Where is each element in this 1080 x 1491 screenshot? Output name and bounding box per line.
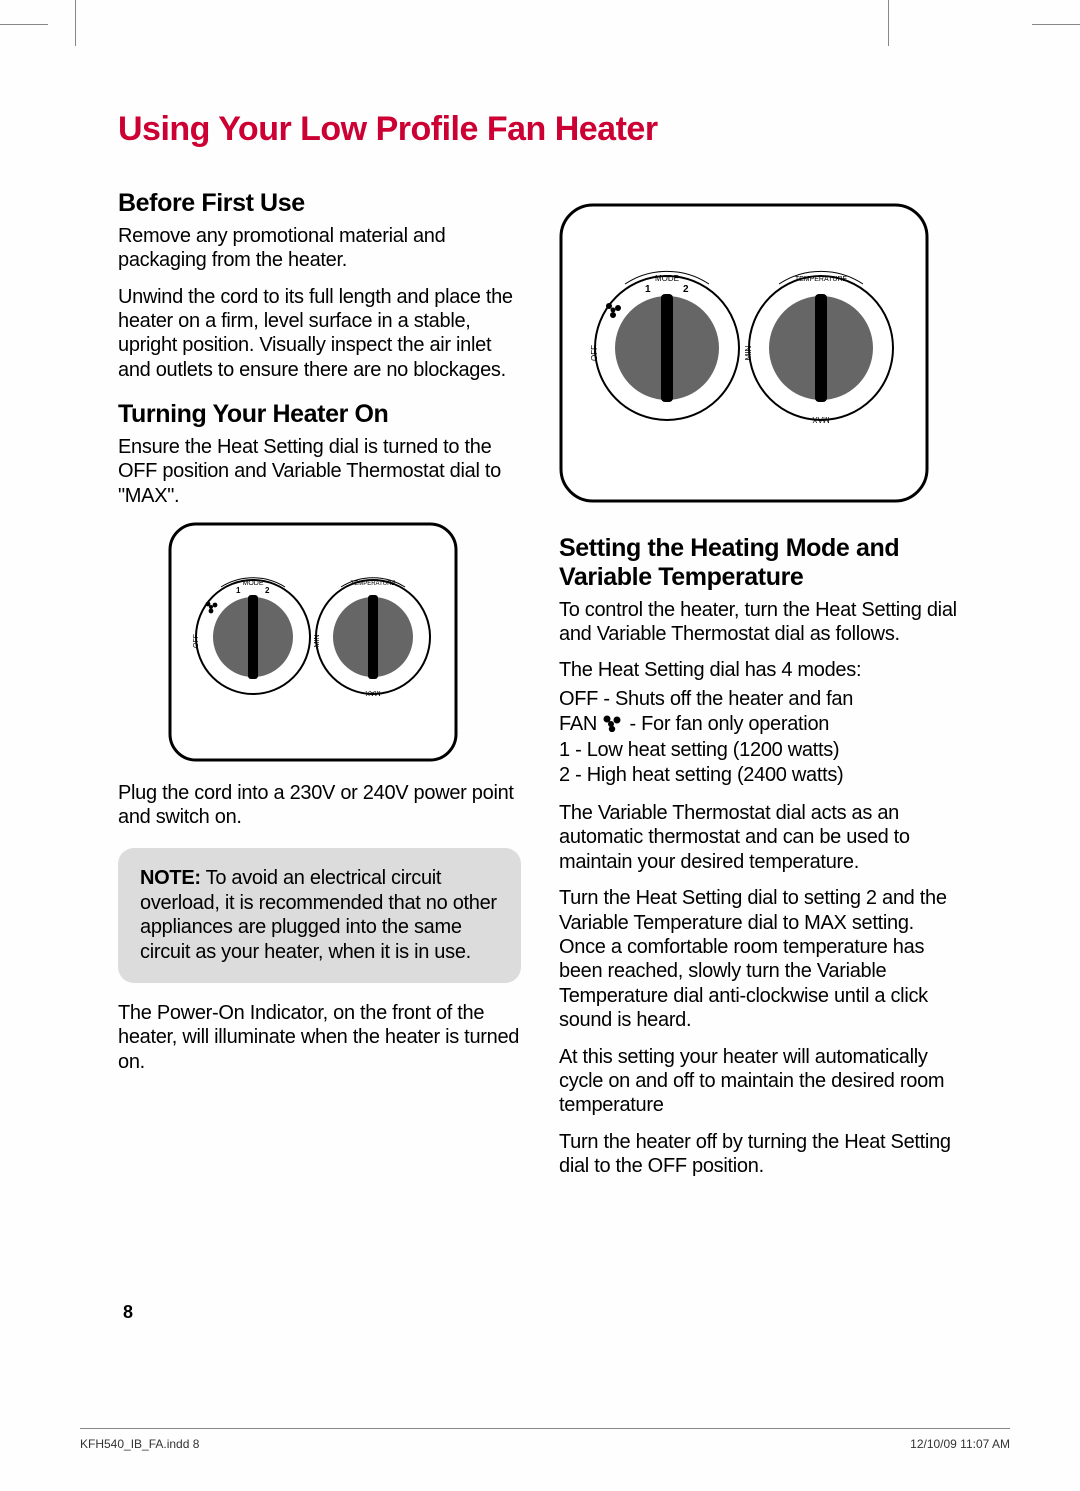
heading-before-first-use: Before First Use	[118, 189, 521, 218]
para-unwind-cord: Unwind the cord to its full length and p…	[118, 285, 521, 383]
note-label: NOTE:	[140, 867, 201, 889]
mode-2-line: 2 - High heat setting (2400 watts)	[559, 763, 962, 789]
para-turn-off: Turn the heater off by turning the Heat …	[559, 1130, 962, 1179]
svg-text:1: 1	[236, 586, 241, 595]
svg-text:MAX: MAX	[365, 689, 381, 696]
svg-text:OFF: OFF	[193, 634, 200, 648]
note-box: NOTE: To avoid an electrical circuit ove…	[118, 848, 521, 983]
mode-fan-pre: FAN	[559, 713, 602, 735]
para-ensure-dial: Ensure the Heat Setting dial is turned t…	[118, 435, 521, 508]
para-power-indicator: The Power-On Indicator, on the front of …	[118, 1001, 521, 1074]
svg-text:MODE: MODE	[243, 580, 264, 587]
crop-marks	[0, 0, 1080, 50]
page-number: 8	[123, 1302, 133, 1323]
heading-turning-on: Turning Your Heater On	[118, 400, 521, 429]
para-turn-setting-2: Turn the Heat Setting dial to setting 2 …	[559, 886, 962, 1032]
mode-fan-post: - For fan only operation	[624, 713, 829, 735]
svg-text:2: 2	[265, 586, 270, 595]
svg-text:MIN: MIN	[744, 345, 753, 360]
svg-text:OFF: OFF	[590, 345, 599, 361]
para-modes-intro: The Heat Setting dial has 4 modes:	[559, 658, 962, 682]
para-remove-material: Remove any promotional material and pack…	[118, 224, 521, 273]
para-thermostat: The Variable Thermostat dial acts as an …	[559, 801, 962, 874]
footer: KFH540_IB_FA.indd 8 12/10/09 11:07 AM	[80, 1428, 1010, 1451]
svg-text:TEMPERATURE: TEMPERATURE	[795, 276, 848, 283]
fan-icon	[602, 714, 624, 732]
dial-diagram-left: MODE 1 2 OFF	[168, 522, 521, 767]
mode-off-line: OFF - Shuts off the heater and fan	[559, 687, 962, 713]
mode-fan-line: FAN - For fan only operation	[559, 712, 962, 738]
para-plug-cord: Plug the cord into a 230V or 240V power …	[118, 781, 521, 830]
para-auto-cycle: At this setting your heater will automat…	[559, 1045, 962, 1118]
mode-1-line: 1 - Low heat setting (1200 watts)	[559, 738, 962, 764]
svg-text:MODE: MODE	[655, 274, 679, 283]
footer-timestamp: 12/10/09 11:07 AM	[910, 1437, 1010, 1451]
svg-text:MAX: MAX	[812, 415, 830, 424]
right-column: MODE 1 2 OFF TEMPERATURE	[559, 189, 962, 1191]
svg-text:MIN: MIN	[314, 635, 321, 648]
svg-text:2: 2	[683, 284, 689, 295]
dial-diagram-right: MODE 1 2 OFF TEMPERATURE	[559, 203, 962, 508]
page-content: Using Your Low Profile Fan Heater Before…	[118, 110, 962, 1191]
page-title: Using Your Low Profile Fan Heater	[118, 110, 962, 149]
footer-filename: KFH540_IB_FA.indd 8	[80, 1437, 199, 1451]
left-column: Before First Use Remove any promotional …	[118, 189, 521, 1191]
svg-text:1: 1	[645, 284, 651, 295]
para-to-control: To control the heater, turn the Heat Set…	[559, 598, 962, 647]
heading-setting-mode: Setting the Heating Mode and Variable Te…	[559, 534, 962, 592]
svg-text:TEMPERATURE: TEMPERATURE	[351, 581, 396, 587]
